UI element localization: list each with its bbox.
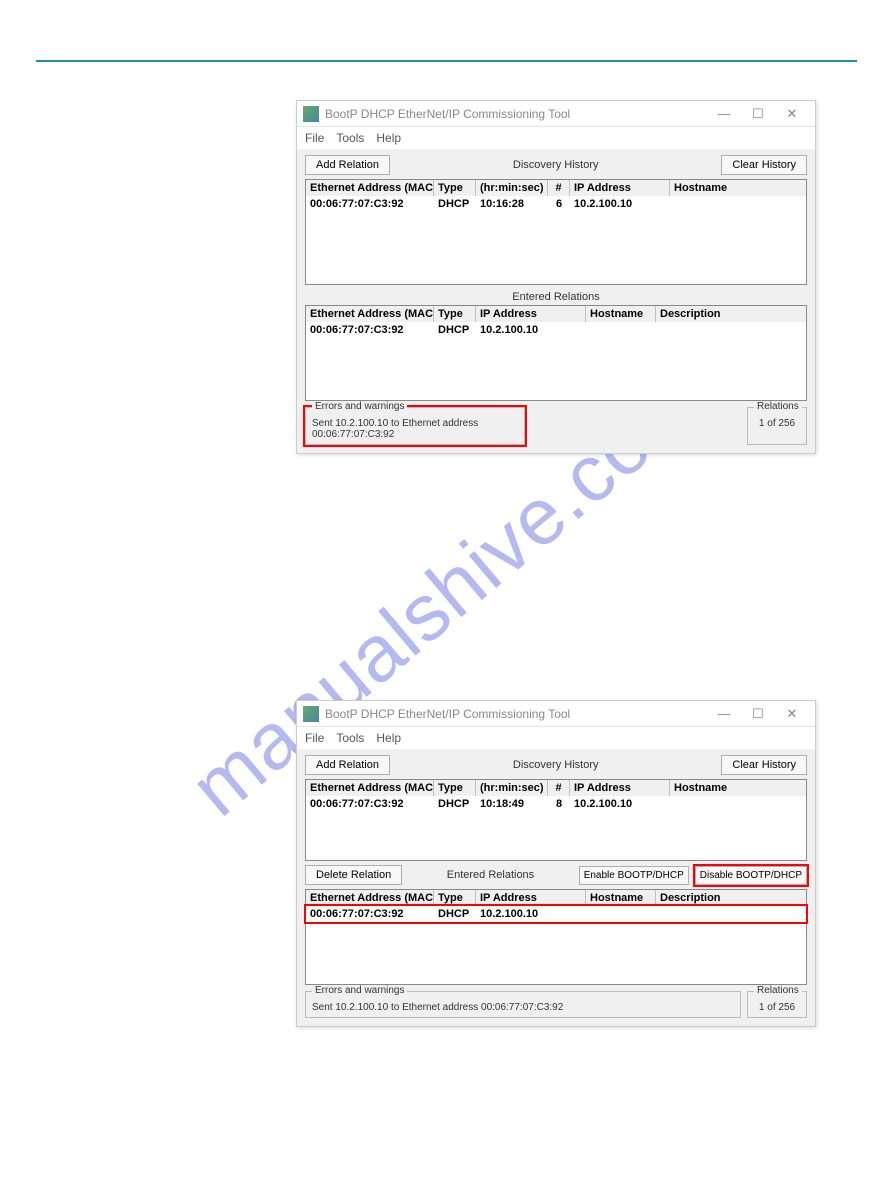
menu-help[interactable]: Help xyxy=(376,131,401,145)
cell-mac: 00:06:77:07:C3:92 xyxy=(306,906,434,922)
col-type[interactable]: Type xyxy=(434,180,476,196)
errors-legend: Errors and warnings xyxy=(312,985,407,996)
titlebar: BootP DHCP EtherNet/IP Commissioning Too… xyxy=(297,101,815,127)
col-mac[interactable]: Ethernet Address (MAC) xyxy=(306,780,434,796)
cell-ip: 10.2.100.10 xyxy=(476,906,586,922)
discovery-history-table: Ethernet Address (MAC) Type (hr:min:sec)… xyxy=(305,779,807,861)
errors-legend: Errors and warnings xyxy=(312,401,407,412)
relations-legend: Relations xyxy=(754,985,802,996)
cell-description xyxy=(656,322,806,338)
menu-tools[interactable]: Tools xyxy=(336,731,364,745)
entered-relations-table: Ethernet Address (MAC) Type IP Address H… xyxy=(305,889,807,985)
menu-tools[interactable]: Tools xyxy=(336,131,364,145)
close-button[interactable]: ✕ xyxy=(775,703,809,725)
col-hostname[interactable]: Hostname xyxy=(586,890,656,906)
bootp-window-2: BootP DHCP EtherNet/IP Commissioning Too… xyxy=(296,700,816,1027)
maximize-button[interactable]: ☐ xyxy=(741,103,775,125)
cell-mac: 00:06:77:07:C3:92 xyxy=(306,796,434,812)
menu-file[interactable]: File xyxy=(305,731,324,745)
col-mac[interactable]: Ethernet Address (MAC) xyxy=(306,306,434,322)
errors-warnings-box: Errors and warnings Sent 10.2.100.10 to … xyxy=(305,407,525,445)
cell-type: DHCP xyxy=(434,196,476,212)
add-relation-button[interactable]: Add Relation xyxy=(305,755,390,775)
cell-hash: 6 xyxy=(548,196,570,212)
col-ip[interactable]: IP Address xyxy=(570,780,670,796)
cell-time: 10:18:49 xyxy=(476,796,548,812)
cell-hostname xyxy=(670,796,806,812)
delete-relation-button[interactable]: Delete Relation xyxy=(305,865,402,885)
col-type[interactable]: Type xyxy=(434,890,476,906)
cell-time: 10:16:28 xyxy=(476,196,548,212)
menubar: File Tools Help xyxy=(297,127,815,149)
relations-box: Relations 1 of 256 xyxy=(747,991,807,1018)
bootp-window-1: BootP DHCP EtherNet/IP Commissioning Too… xyxy=(296,100,816,454)
disable-bootp-dhcp-button[interactable]: Disable BOOTP/DHCP xyxy=(695,866,807,885)
errors-message: Sent 10.2.100.10 to Ethernet address 00:… xyxy=(312,418,478,440)
col-ip[interactable]: IP Address xyxy=(476,890,586,906)
entered-relations-table: Ethernet Address (MAC) Type IP Address H… xyxy=(305,305,807,401)
col-hash[interactable]: # xyxy=(548,780,570,796)
relations-value: 1 of 256 xyxy=(759,418,795,429)
enable-bootp-dhcp-button[interactable]: Enable BOOTP/DHCP xyxy=(579,866,689,885)
cell-hostname xyxy=(670,196,806,212)
cell-hostname xyxy=(586,906,656,922)
col-type[interactable]: Type xyxy=(434,306,476,322)
titlebar: BootP DHCP EtherNet/IP Commissioning Too… xyxy=(297,701,815,727)
relations-value: 1 of 256 xyxy=(759,1002,795,1013)
menu-file[interactable]: File xyxy=(305,131,324,145)
col-mac[interactable]: Ethernet Address (MAC) xyxy=(306,180,434,196)
col-type[interactable]: Type xyxy=(434,780,476,796)
table-row[interactable]: 00:06:77:07:C3:92 DHCP 10.2.100.10 xyxy=(306,906,806,922)
entered-relations-label: Entered Relations xyxy=(297,285,815,305)
maximize-button[interactable]: ☐ xyxy=(741,703,775,725)
errors-message: Sent 10.2.100.10 to Ethernet address 00:… xyxy=(312,1002,563,1013)
col-ip[interactable]: IP Address xyxy=(476,306,586,322)
clear-history-button[interactable]: Clear History xyxy=(721,755,807,775)
menu-help[interactable]: Help xyxy=(376,731,401,745)
discovery-history-label: Discovery History xyxy=(396,159,715,171)
minimize-button[interactable]: — xyxy=(707,703,741,725)
header-rule xyxy=(36,60,857,62)
table-row[interactable]: 00:06:77:07:C3:92 DHCP 10:18:49 8 10.2.1… xyxy=(306,796,806,812)
close-button[interactable]: ✕ xyxy=(775,103,809,125)
col-hostname[interactable]: Hostname xyxy=(586,306,656,322)
errors-warnings-box: Errors and warnings Sent 10.2.100.10 to … xyxy=(305,991,741,1018)
discovery-history-table: Ethernet Address (MAC) Type (hr:min:sec)… xyxy=(305,179,807,285)
col-description[interactable]: Description xyxy=(656,306,806,322)
entered-relations-label: Entered Relations xyxy=(408,869,572,881)
table-row[interactable]: 00:06:77:07:C3:92 DHCP 10.2.100.10 xyxy=(306,322,806,338)
cell-mac: 00:06:77:07:C3:92 xyxy=(306,196,434,212)
cell-type: DHCP xyxy=(434,796,476,812)
col-description[interactable]: Description xyxy=(656,890,806,906)
table-row[interactable]: 00:06:77:07:C3:92 DHCP 10:16:28 6 10.2.1… xyxy=(306,196,806,212)
col-ip[interactable]: IP Address xyxy=(570,180,670,196)
col-time[interactable]: (hr:min:sec) xyxy=(476,780,548,796)
col-hostname[interactable]: Hostname xyxy=(670,180,806,196)
relations-legend: Relations xyxy=(754,401,802,412)
window-title: BootP DHCP EtherNet/IP Commissioning Too… xyxy=(325,707,570,721)
col-mac[interactable]: Ethernet Address (MAC) xyxy=(306,890,434,906)
col-hash[interactable]: # xyxy=(548,180,570,196)
clear-history-button[interactable]: Clear History xyxy=(721,155,807,175)
app-icon xyxy=(303,106,319,122)
col-hostname[interactable]: Hostname xyxy=(670,780,806,796)
cell-description xyxy=(656,906,806,922)
relations-box: Relations 1 of 256 xyxy=(747,407,807,445)
cell-ip: 10.2.100.10 xyxy=(476,322,586,338)
app-icon xyxy=(303,706,319,722)
cell-ip: 10.2.100.10 xyxy=(570,196,670,212)
cell-type: DHCP xyxy=(434,906,476,922)
cell-hash: 8 xyxy=(548,796,570,812)
window-title: BootP DHCP EtherNet/IP Commissioning Too… xyxy=(325,107,570,121)
menubar: File Tools Help xyxy=(297,727,815,749)
col-time[interactable]: (hr:min:sec) xyxy=(476,180,548,196)
cell-hostname xyxy=(586,322,656,338)
cell-ip: 10.2.100.10 xyxy=(570,796,670,812)
cell-mac: 00:06:77:07:C3:92 xyxy=(306,322,434,338)
minimize-button[interactable]: — xyxy=(707,103,741,125)
cell-type: DHCP xyxy=(434,322,476,338)
discovery-history-label: Discovery History xyxy=(396,759,715,771)
add-relation-button[interactable]: Add Relation xyxy=(305,155,390,175)
